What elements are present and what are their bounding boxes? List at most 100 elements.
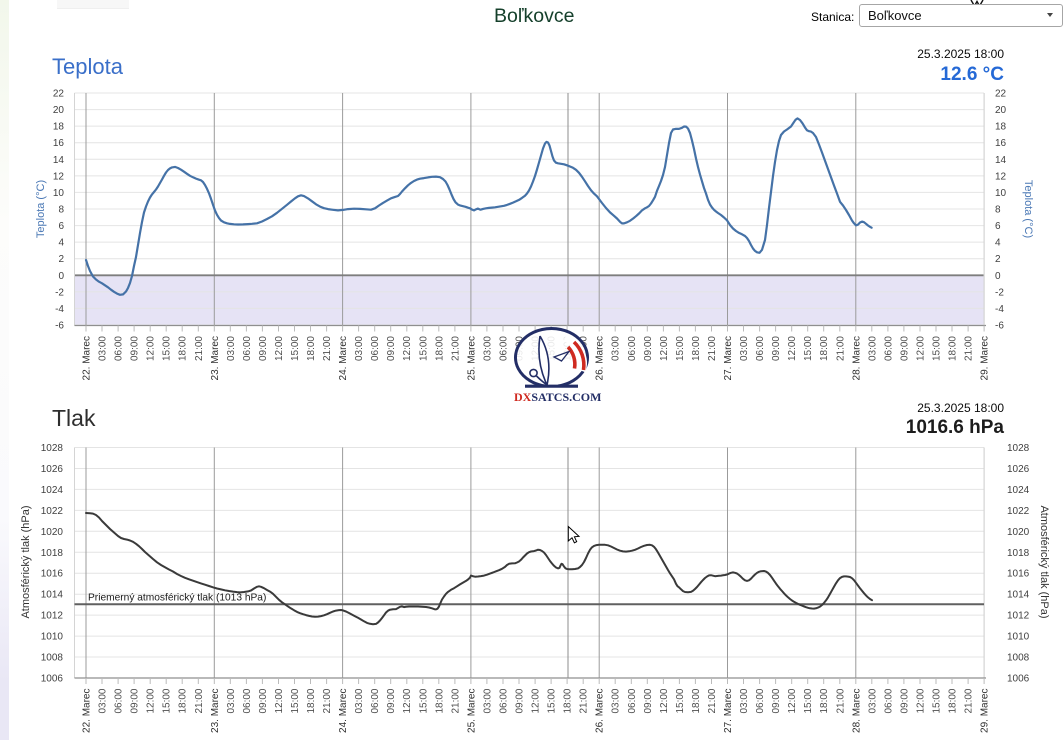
svg-text:1008: 1008 [41,653,64,664]
svg-text:6: 6 [995,221,1001,232]
svg-text:21:00: 21:00 [322,688,333,713]
svg-text:12:00: 12:00 [787,688,798,713]
svg-text:21:00: 21:00 [194,688,205,713]
svg-text:21:00: 21:00 [964,688,975,713]
svg-text:09:00: 09:00 [386,336,397,361]
svg-text:8: 8 [58,205,64,216]
svg-text:26. Marec: 26. Marec [595,336,606,380]
svg-text:12:00: 12:00 [659,336,670,361]
svg-text:1016: 1016 [41,569,64,580]
svg-text:03:00: 03:00 [739,336,750,361]
svg-text:27. Marec: 27. Marec [723,336,734,380]
svg-text:18:00: 18:00 [434,688,445,713]
svg-text:8: 8 [995,205,1001,216]
svg-text:-2: -2 [995,287,1004,298]
svg-text:22: 22 [995,89,1007,100]
svg-text:-6: -6 [995,321,1004,332]
svg-text:12:00: 12:00 [787,336,798,361]
svg-text:-4: -4 [55,304,64,315]
svg-text:15:00: 15:00 [290,336,301,361]
svg-text:03:00: 03:00 [867,336,878,361]
svg-text:12: 12 [995,171,1007,182]
svg-text:-6: -6 [55,321,64,332]
svg-text:22. Marec: 22. Marec [82,689,93,733]
svg-text:06:00: 06:00 [242,336,253,361]
svg-text:15:00: 15:00 [803,336,814,361]
svg-text:16: 16 [995,138,1007,149]
svg-text:15:00: 15:00 [162,336,173,361]
svg-text:1008: 1008 [1007,653,1030,664]
svg-text:12:00: 12:00 [402,336,413,361]
svg-text:1024: 1024 [41,485,64,496]
svg-text:03:00: 03:00 [354,688,365,713]
svg-text:24. Marec: 24. Marec [338,336,349,380]
svg-text:06:00: 06:00 [755,688,766,713]
svg-text:06:00: 06:00 [114,688,125,713]
svg-text:18:00: 18:00 [691,336,702,361]
svg-text:22: 22 [53,89,65,100]
svg-text:25. Marec: 25. Marec [466,689,477,733]
svg-text:1028: 1028 [41,443,64,454]
svg-text:1026: 1026 [41,464,64,475]
svg-text:09:00: 09:00 [258,688,269,713]
svg-text:09:00: 09:00 [258,336,269,361]
svg-text:12:00: 12:00 [274,688,285,713]
svg-text:12:00: 12:00 [402,688,413,713]
svg-text:21:00: 21:00 [579,688,590,713]
svg-text:06:00: 06:00 [755,336,766,361]
svg-text:23. Marec: 23. Marec [210,336,221,380]
svg-text:24. Marec: 24. Marec [338,689,349,733]
svg-text:Priemerný atmosférický tlak (1: Priemerný atmosférický tlak (1013 hPa) [88,593,266,604]
svg-text:Teplota (°C): Teplota (°C) [1022,180,1034,238]
svg-text:23. Marec: 23. Marec [210,689,221,733]
svg-text:1014: 1014 [41,590,64,601]
svg-text:1006: 1006 [41,674,64,685]
svg-text:1014: 1014 [1007,590,1030,601]
svg-text:Atmosférický tlak (hPa): Atmosférický tlak (hPa) [1038,505,1050,618]
svg-text:18:00: 18:00 [948,688,959,713]
svg-text:12:00: 12:00 [146,336,157,361]
svg-text:09:00: 09:00 [771,688,782,713]
svg-text:06:00: 06:00 [370,688,381,713]
svg-text:18: 18 [995,122,1007,133]
svg-text:15:00: 15:00 [803,688,814,713]
svg-text:4: 4 [995,238,1001,249]
svg-text:1026: 1026 [1007,464,1030,475]
svg-text:06:00: 06:00 [242,688,253,713]
svg-text:06:00: 06:00 [499,336,510,361]
svg-text:0: 0 [995,271,1001,282]
svg-text:03:00: 03:00 [226,336,237,361]
svg-text:20: 20 [995,105,1007,116]
svg-text:1024: 1024 [1007,485,1030,496]
svg-text:27. Marec: 27. Marec [723,689,734,733]
svg-text:21:00: 21:00 [322,336,333,361]
svg-text:18:00: 18:00 [563,688,574,713]
svg-text:1018: 1018 [1007,548,1030,559]
svg-text:09:00: 09:00 [515,688,526,713]
svg-text:21:00: 21:00 [450,688,461,713]
svg-text:09:00: 09:00 [899,336,910,361]
svg-text:15:00: 15:00 [418,336,429,361]
svg-text:18:00: 18:00 [691,688,702,713]
svg-text:09:00: 09:00 [643,336,654,361]
svg-text:21:00: 21:00 [835,688,846,713]
svg-text:10: 10 [53,188,65,199]
svg-text:06:00: 06:00 [883,336,894,361]
svg-text:6: 6 [58,221,64,232]
svg-text:15:00: 15:00 [290,688,301,713]
svg-text:06:00: 06:00 [627,336,638,361]
svg-text:Teplota (°C): Teplota (°C) [35,180,47,238]
svg-text:15:00: 15:00 [675,688,686,713]
svg-text:20: 20 [53,105,65,116]
svg-text:12:00: 12:00 [146,688,157,713]
svg-text:1020: 1020 [1007,527,1030,538]
svg-text:15:00: 15:00 [547,688,558,713]
svg-text:18:00: 18:00 [948,336,959,361]
svg-text:1028: 1028 [1007,443,1030,454]
svg-text:03:00: 03:00 [226,688,237,713]
svg-text:1022: 1022 [41,506,64,517]
svg-text:26. Marec: 26. Marec [595,689,606,733]
svg-text:06:00: 06:00 [883,688,894,713]
svg-text:03:00: 03:00 [98,336,109,361]
svg-text:18:00: 18:00 [178,336,189,361]
